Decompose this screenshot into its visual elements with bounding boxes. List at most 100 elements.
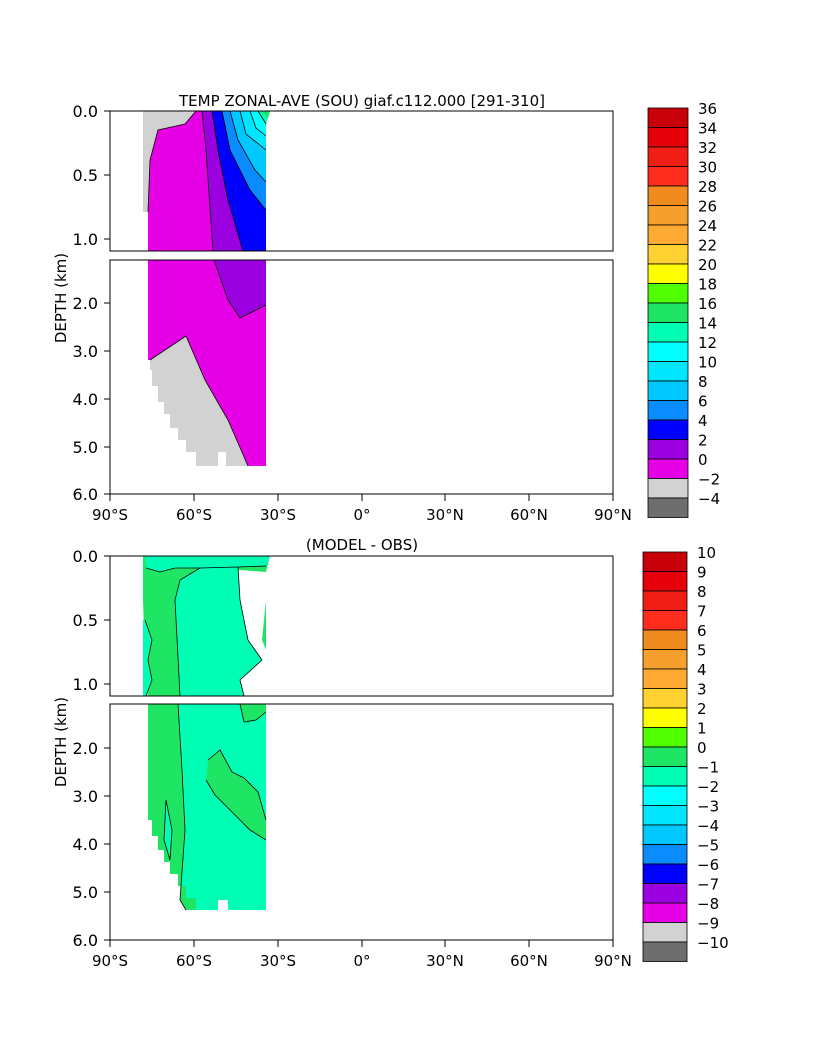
region-0-to-1-right-edge xyxy=(240,704,266,722)
x-tick-labels: 90°S 60°S 30°S 0° 30°N 60°N 90°N xyxy=(92,506,632,524)
x-tick-label: 90°N xyxy=(594,506,632,524)
colorbar-swatch xyxy=(642,863,688,884)
colorbar-label: 34 xyxy=(698,120,717,138)
region-4-to-6 xyxy=(212,111,266,251)
upper-panel-frame xyxy=(109,555,614,697)
colorbar-swatch xyxy=(642,766,688,787)
colorbar-swatch xyxy=(647,361,689,382)
colorbar-swatch xyxy=(647,341,689,362)
y-tick-label: 2.0 xyxy=(73,294,98,313)
difference-upper-field xyxy=(143,556,270,696)
region-0-to-1-mid xyxy=(206,750,266,840)
colorbar-label: 10 xyxy=(698,354,717,372)
x-ticks xyxy=(109,940,614,947)
region-0-to-1 xyxy=(143,556,270,696)
region-below-zero-deep xyxy=(150,336,248,466)
contour-lines xyxy=(147,111,267,251)
y-tick-label: 1.0 xyxy=(73,230,98,249)
colorbar-label: 14 xyxy=(698,315,717,333)
colorbar-swatch xyxy=(642,805,688,826)
y-tick-label: 1.0 xyxy=(73,675,98,694)
region-0-to-2-deep xyxy=(148,260,266,466)
colorbar-swatch xyxy=(642,902,688,923)
colorbar-swatch xyxy=(647,400,689,421)
y-tick-label: 3.0 xyxy=(73,342,98,361)
colorbar-swatch xyxy=(647,283,689,304)
y-ticks xyxy=(104,110,110,495)
y-axis-label: DEPTH (km) xyxy=(52,697,70,787)
y-tick-labels: 0.0 0.5 1.0 2.0 3.0 4.0 5.0 6.0 xyxy=(73,102,98,504)
colorbar-swatch xyxy=(642,824,688,845)
region-0-to-1-left-edge xyxy=(143,620,152,696)
x-tick-label: 60°N xyxy=(510,952,548,970)
colorbar-label: 0 xyxy=(697,739,707,757)
colorbar-label: −2 xyxy=(698,471,720,489)
colorbar-swatch xyxy=(647,166,689,187)
colorbar-label: −9 xyxy=(697,915,719,933)
colorbar-swatch xyxy=(647,419,689,440)
colorbar-label: −3 xyxy=(697,798,719,816)
x-tick-label: 30°S xyxy=(260,952,296,970)
colorbar-swatch xyxy=(642,883,688,904)
colorbar-swatch xyxy=(642,941,688,962)
colorbar-label: 32 xyxy=(698,139,717,157)
x-ticks xyxy=(109,494,614,501)
x-tick-label: 30°S xyxy=(260,506,296,524)
region-2-to-4 xyxy=(202,111,243,251)
y-tick-label: 0.5 xyxy=(73,611,98,630)
x-tick-label: 0° xyxy=(353,952,370,970)
colorbar-label: −1 xyxy=(697,759,719,777)
colorbar-label: 7 xyxy=(697,603,707,621)
colorbar-swatch xyxy=(642,707,688,728)
difference-lower-field xyxy=(148,704,267,911)
difference-colorbar: 10 98 76 54 32 10 −1−2 −3−4 −5−6 −7−8 −9−10 xyxy=(642,544,729,962)
colorbar-label: 18 xyxy=(698,276,717,294)
region-10-to-12 xyxy=(240,111,266,150)
y-tick-label: 2.0 xyxy=(73,739,98,758)
colorbar-label: 0 xyxy=(698,451,708,469)
x-tick-label: 60°S xyxy=(176,506,212,524)
colorbar-swatch xyxy=(647,127,689,148)
y-tick-label: 4.0 xyxy=(73,835,98,854)
colorbar-label: −6 xyxy=(697,856,719,874)
colorbar-swatch xyxy=(642,590,688,611)
colorbar-label: 10 xyxy=(697,544,716,562)
colorbar-swatch xyxy=(642,922,688,943)
y-tick-label: 3.0 xyxy=(73,787,98,806)
colorbar-swatch xyxy=(642,688,688,709)
colorbar-swatch xyxy=(642,649,688,670)
region-0-to-2 xyxy=(148,111,213,251)
y-tick-label: 5.0 xyxy=(73,883,98,902)
colorbar-label: −2 xyxy=(697,778,719,796)
y-ticks xyxy=(104,555,110,941)
x-tick-label: 90°N xyxy=(594,952,632,970)
colorbar-swatch xyxy=(647,224,689,245)
colorbar-swatch xyxy=(647,185,689,206)
chart-title: TEMP ZONAL-AVE (SOU) giaf.c112.000 [291-… xyxy=(178,92,545,110)
colorbar-label: 1 xyxy=(697,720,707,738)
y-tick-label: 0.0 xyxy=(73,102,98,121)
region-minus1-to-0-spur xyxy=(164,800,172,860)
x-tick-labels: 90°S 60°S 30°S 0° 30°N 60°N 90°N xyxy=(92,952,632,970)
x-tick-label: 60°N xyxy=(510,506,548,524)
x-tick-label: 60°S xyxy=(176,952,212,970)
region-0-to-1-deep xyxy=(148,704,196,910)
colorbar-label: 8 xyxy=(698,373,708,391)
x-tick-label: 30°N xyxy=(426,506,464,524)
region-minus1-to-0 xyxy=(145,556,270,696)
colorbar-label: 5 xyxy=(697,642,707,660)
colorbar-swatch xyxy=(647,244,689,265)
colorbar-swatch xyxy=(647,322,689,343)
colorbar-label: 2 xyxy=(698,432,708,450)
temperature-plot: TEMP ZONAL-AVE (SOU) giaf.c112.000 [291-… xyxy=(52,92,720,524)
colorbar-swatch xyxy=(647,380,689,401)
colorbar-swatch xyxy=(647,439,689,460)
region-8-to-10 xyxy=(230,111,266,182)
colorbar-label: −8 xyxy=(697,895,719,913)
colorbar-swatch xyxy=(642,571,688,592)
y-tick-labels: 0.0 0.5 1.0 2.0 3.0 4.0 5.0 6.0 xyxy=(73,547,98,950)
region-12-to-14 xyxy=(250,111,266,136)
colorbar-label: 4 xyxy=(698,412,708,430)
chart-title: (MODEL - OBS) xyxy=(306,536,418,554)
